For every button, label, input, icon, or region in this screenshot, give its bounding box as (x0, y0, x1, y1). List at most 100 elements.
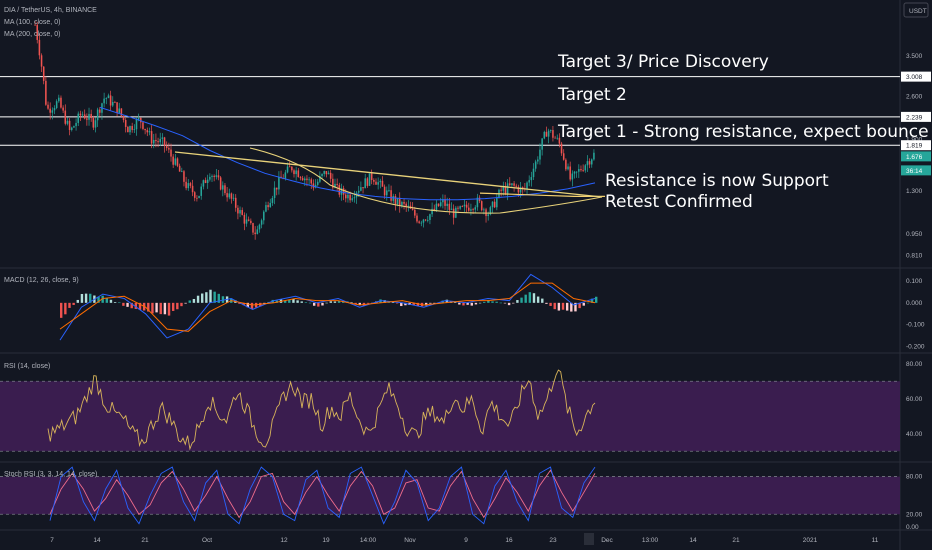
candle-body (286, 166, 289, 173)
macd-histogram-bar (424, 302, 428, 306)
macd-histogram-bar (76, 299, 79, 303)
candle-body (265, 205, 267, 212)
candle-body (234, 197, 237, 208)
macd-histogram-bar (151, 302, 154, 314)
macd-histogram-bar (595, 296, 598, 303)
candle-body (435, 203, 438, 211)
candle-body (250, 220, 252, 224)
candle-body (211, 175, 213, 177)
candle-body (295, 170, 297, 175)
macd-histogram-bar (192, 298, 196, 303)
candle-body (124, 119, 127, 127)
macd-histogram-bar (400, 302, 403, 307)
macd-histogram-bar (147, 302, 150, 312)
price-tag[interactable]: 36:14 (901, 165, 931, 176)
macd-histogram-bar (213, 291, 216, 303)
macd-histogram-bar (292, 298, 295, 303)
annotation-retest: Retest Confirmed (605, 192, 753, 212)
candle-body (386, 190, 388, 196)
candle-body (239, 210, 241, 214)
time-axis[interactable]: 7 14 21 Oct 12 19 14:00 Nov 9 16 23 Dec 13:00 14 21 202… (50, 533, 879, 545)
candle-body (55, 101, 58, 109)
macd-histogram-bar (541, 298, 544, 303)
price-tag-label: 1.676 (906, 154, 923, 161)
price-tag[interactable]: 1.676 (901, 151, 931, 162)
macd-tick-label: -0.200 (906, 344, 925, 351)
macd-tick-label: -0.100 (906, 322, 925, 329)
candle-body (446, 203, 448, 206)
resistance-trendline[interactable] (174, 151, 603, 198)
candle-body (36, 24, 39, 40)
ma100-line (99, 106, 596, 201)
time-tick-label: 2021 (803, 537, 818, 544)
candle-body (403, 202, 405, 204)
stoch-rsi-pane (49, 466, 596, 525)
candle-body (549, 130, 552, 131)
candle-body (588, 161, 591, 165)
macd-histogram-bar (312, 302, 316, 306)
candle-body (373, 179, 375, 182)
macd-histogram-bar (188, 300, 191, 303)
candle-body (189, 183, 192, 186)
macd-histogram-bar (358, 302, 362, 305)
macd-histogram-bar (72, 302, 75, 305)
macd-histogram-bar (507, 302, 511, 306)
candle-body (185, 181, 187, 189)
candle-body (459, 206, 461, 209)
candle-body (312, 183, 315, 188)
macd-histogram-bar (520, 297, 523, 303)
macd-histogram-bar (217, 293, 220, 303)
currency-badge[interactable] (903, 2, 929, 18)
candle-body (142, 122, 144, 129)
curved-trendline[interactable] (249, 147, 603, 214)
price-tag[interactable]: 3.008 (901, 71, 931, 82)
macd-histogram-bar (196, 295, 200, 303)
candle-body (517, 186, 520, 193)
candle-body (521, 187, 524, 189)
horizontal-levels[interactable] (0, 76, 900, 146)
macd-histogram-bar (561, 302, 565, 310)
macd-histogram-bar (532, 293, 536, 303)
price-axis[interactable]: 3.500 2.600 1.900 1.300 0.950 0.810 3.008 2.239… (901, 53, 931, 531)
time-cursor-marker (584, 533, 594, 545)
macd-histogram-bar (337, 300, 341, 303)
macd-histogram-bar (383, 300, 386, 303)
macd-histogram-bar (201, 293, 204, 303)
candle-body (457, 207, 459, 209)
candle-body (263, 211, 265, 221)
candle-body (543, 131, 546, 139)
macd-histogram-bar (101, 295, 104, 303)
macd-histogram-bar (474, 302, 478, 305)
macd-histogram-bar (458, 302, 461, 305)
rsi-tick-label: 60.00 (906, 396, 923, 403)
price-tag[interactable]: 1.819 (901, 140, 931, 151)
macd-histogram-bar (404, 302, 407, 306)
macd-histogram-bar (495, 301, 498, 303)
candle-body (163, 137, 166, 146)
rsi-line (47, 369, 596, 451)
trend-lines[interactable] (174, 147, 603, 214)
candle-body (47, 104, 49, 109)
price-tag-bg (901, 71, 931, 82)
annotation-target-2: Target 2 (557, 85, 627, 105)
price-tick-label: 0.810 (906, 253, 923, 260)
candle-body (131, 126, 133, 130)
candle-body (357, 190, 360, 193)
price-tag[interactable]: 2.239 (901, 111, 931, 122)
macd-histogram-bar (171, 302, 175, 311)
candle-body (155, 139, 157, 142)
candle-body (448, 203, 451, 210)
candle-body (213, 175, 215, 177)
macd-histogram-bar (536, 296, 540, 303)
candle-body (206, 179, 209, 183)
candle-body (273, 187, 276, 198)
candle-body (431, 208, 433, 215)
macd-histogram-bar (138, 302, 142, 310)
candle-body (38, 39, 41, 56)
macd-histogram-bar (503, 302, 507, 304)
candle-body (161, 137, 164, 139)
candle-body (284, 172, 287, 179)
candle-body (120, 108, 123, 116)
